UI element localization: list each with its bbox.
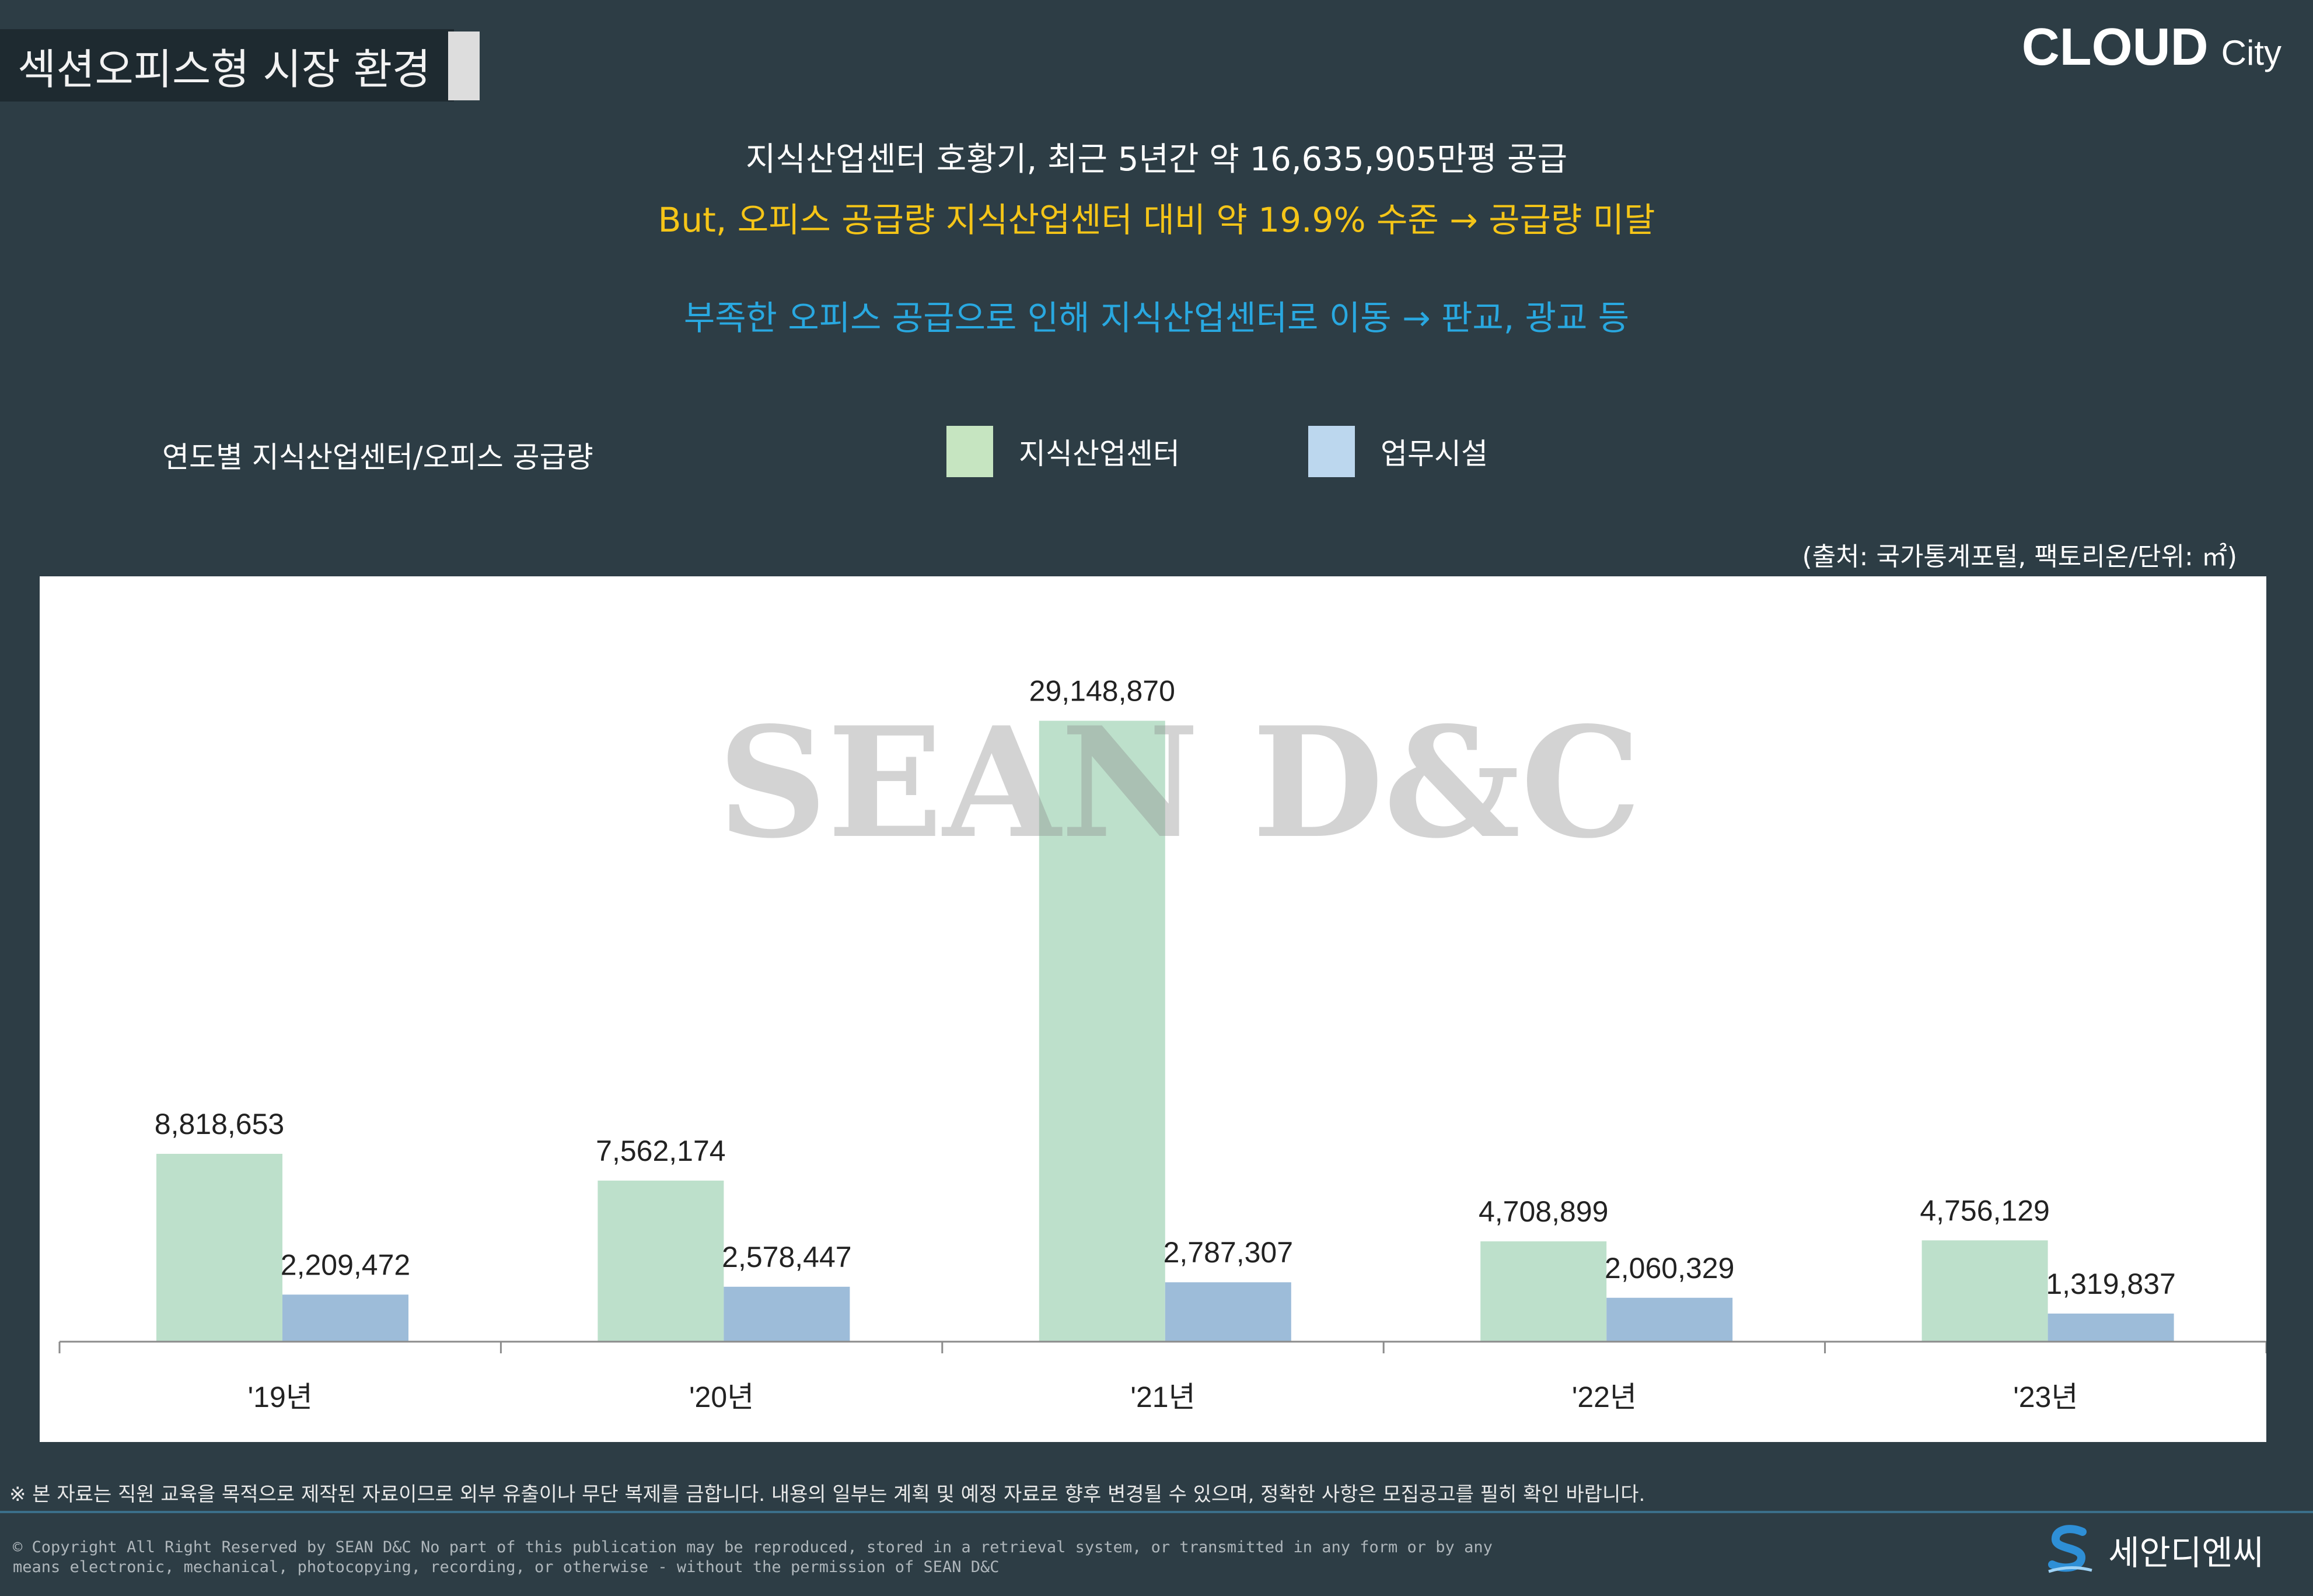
bar-office xyxy=(282,1294,408,1342)
footer-divider xyxy=(0,1511,2313,1513)
source-note: (출처: 국가통계포털, 팩토리온/단위: ㎡) xyxy=(1802,542,2237,572)
data-label: 2,578,447 xyxy=(722,1241,851,1273)
copyright-line-1: © Copyright All Right Reserved by SEAN D… xyxy=(13,1538,1493,1556)
company-logo: 세안디엔씨 xyxy=(2046,1524,2264,1576)
page-title: 섹션오피스형 시장 환경 xyxy=(18,44,431,94)
data-label: 4,708,899 xyxy=(1479,1195,1608,1228)
x-tick-label: '22년 xyxy=(1572,1381,1637,1413)
logo-text: 세안디엔씨 xyxy=(2108,1533,2264,1573)
brand-logo: CLOUD City xyxy=(2022,18,2281,78)
legend-swatch-office xyxy=(1308,426,1355,477)
bar-office xyxy=(2048,1313,2174,1342)
headline-office-ratio: But, 오피스 공급량 지식산업센터 대비 약 19.9% 수준 → 공급량 … xyxy=(658,200,1655,240)
copyright-line-2: means electronic, mechanical, photocopyi… xyxy=(13,1558,1000,1576)
data-label: 29,148,870 xyxy=(1029,675,1175,708)
bar-office xyxy=(1165,1282,1291,1342)
x-tick-label: '21년 xyxy=(1130,1381,1195,1413)
brand-sub: City xyxy=(2221,33,2281,72)
logo-s-icon xyxy=(2048,1525,2092,1573)
data-label: 4,756,129 xyxy=(1920,1194,2049,1227)
data-label: 2,209,472 xyxy=(281,1248,410,1281)
disclaimer: ※ 본 자료는 직원 교육을 목적으로 제작된 자료이므로 외부 유출이나 무단… xyxy=(9,1483,1645,1506)
x-tick-label: '19년 xyxy=(248,1381,313,1413)
bar-knowledge-center xyxy=(1039,720,1165,1342)
x-tick-label: '23년 xyxy=(2013,1381,2078,1413)
bar-office xyxy=(724,1286,850,1342)
legend-item-knowledge-center: 지식산업센터 xyxy=(946,426,1180,477)
x-tick-label: '20년 xyxy=(689,1381,754,1413)
headline-supply: 지식산업센터 호황기, 최근 5년간 약 16,635,905만평 공급 xyxy=(745,141,1568,178)
data-label: 1,319,837 xyxy=(2046,1268,2175,1300)
data-label: 8,818,653 xyxy=(155,1108,284,1140)
data-label: 7,562,174 xyxy=(596,1135,725,1167)
legend-label-office: 업무시설 xyxy=(1381,437,1488,471)
bar-knowledge-center xyxy=(1921,1240,2048,1342)
brand-main: CLOUD xyxy=(2021,18,2209,76)
bar-knowledge-center xyxy=(156,1153,282,1342)
page-title-box: 섹션오피스형 시장 환경 xyxy=(0,29,455,102)
legend-label-knowledge-center: 지식산업센터 xyxy=(1019,437,1180,471)
chart-panel: 8,818,653 2,209,472 '19년 7,562,174 2,578,447… xyxy=(40,576,2267,1442)
bar-knowledge-center xyxy=(1480,1241,1607,1342)
copyright: © Copyright All Right Reserved by SEAN D… xyxy=(13,1538,1763,1577)
bar-chart: 8,818,653 2,209,472 '19년 7,562,174 2,578,447… xyxy=(58,675,2267,1413)
data-label: 2,060,329 xyxy=(1605,1252,1734,1284)
title-accent-bar xyxy=(448,32,480,100)
legend-item-office: 업무시설 xyxy=(1308,426,1488,477)
headline-migration: 부족한 오피스 공급으로 인해 지식산업센터로 이동 → 판교, 광교 등 xyxy=(683,298,1630,338)
bar-knowledge-center xyxy=(598,1180,724,1342)
legend-swatch-knowledge-center xyxy=(946,426,993,477)
data-label: 2,787,307 xyxy=(1164,1236,1293,1269)
bar-office xyxy=(1606,1297,1733,1342)
watermark: SEAN D&C xyxy=(718,694,1641,872)
chart-label: 연도별 지식산업센터/오피스 공급량 xyxy=(162,440,593,474)
